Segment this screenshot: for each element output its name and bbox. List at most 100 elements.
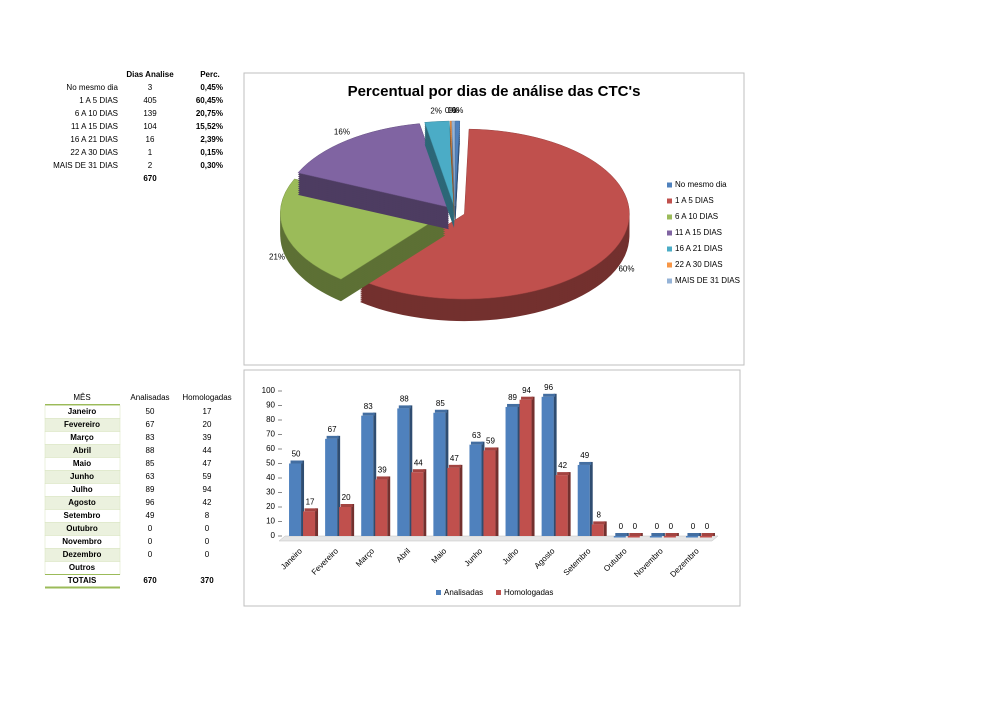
bar	[289, 463, 302, 536]
table-header: MÊS	[73, 393, 90, 402]
y-tick-label: 40	[266, 473, 275, 482]
total: 670	[143, 576, 157, 585]
cell: 1	[148, 148, 153, 157]
row-label: MAIS DE 31 DIAS	[53, 161, 118, 170]
cell: 83	[146, 433, 155, 442]
row-label: Julho	[71, 485, 92, 494]
bar-top	[362, 412, 375, 416]
bar-top	[521, 396, 534, 400]
row-label: Janeiro	[68, 407, 97, 416]
bar-top	[701, 533, 714, 536]
bar-top	[651, 533, 664, 536]
bar	[339, 507, 352, 536]
bar-top	[665, 533, 678, 536]
row-label: Novembro	[62, 537, 102, 546]
cell: 405	[143, 96, 157, 105]
data-label: 88	[400, 395, 409, 404]
cell: 0,30%	[200, 161, 223, 170]
data-label: 21%	[269, 253, 285, 262]
bar-side	[423, 469, 427, 536]
data-label: 44	[414, 458, 423, 467]
bar	[483, 450, 496, 536]
data-label: 63	[472, 431, 481, 440]
bar	[663, 536, 676, 538]
cell: 96	[146, 498, 155, 507]
cell: 2	[148, 161, 153, 170]
data-label: 16%	[334, 128, 350, 137]
data-label: 20	[342, 493, 351, 502]
y-tick-label: 100	[262, 386, 276, 395]
slice	[424, 120, 455, 207]
bar	[469, 444, 482, 536]
cell: 67	[146, 420, 155, 429]
data-label: 0	[633, 522, 638, 531]
slice-side	[450, 131, 455, 217]
bar	[627, 536, 640, 538]
y-tick-label: 70	[266, 430, 275, 439]
cell: 139	[143, 109, 157, 118]
bar-top	[326, 435, 339, 439]
row-label: Fevereiro	[64, 420, 100, 429]
data-label: 2%	[430, 107, 442, 116]
row-label: No mesmo dia	[66, 83, 118, 92]
data-label: 47	[450, 454, 459, 463]
cell: 20,75%	[196, 109, 223, 118]
bar-side	[495, 447, 499, 536]
legend-label: 22 A 30 DIAS	[675, 260, 723, 269]
bar	[699, 536, 712, 538]
data-label: 59	[486, 437, 495, 446]
data-label: 1%	[447, 106, 459, 115]
bar-top	[434, 409, 447, 413]
table-header: Dias Analise	[126, 70, 174, 79]
bar-side	[517, 403, 521, 536]
row-label: 1 A 5 DIAS	[79, 96, 118, 105]
table-header: Homologadas	[182, 393, 231, 402]
legend-label: 6 A 10 DIAS	[675, 212, 718, 221]
legend-label: Analisadas	[444, 588, 483, 597]
bar-top	[340, 504, 353, 507]
cell: 44	[203, 446, 212, 455]
data-label: 17	[306, 497, 315, 506]
bar-top	[304, 508, 317, 512]
cell: 85	[146, 459, 155, 468]
cell: 59	[203, 472, 212, 481]
legend-swatch	[496, 590, 501, 595]
slice	[451, 120, 456, 207]
legend-label: 11 A 15 DIAS	[675, 228, 722, 237]
data-label: 0%	[452, 106, 464, 115]
bar	[505, 406, 518, 536]
cell: 8	[205, 511, 210, 520]
cell: 0	[148, 550, 153, 559]
data-label: 96	[544, 383, 553, 392]
cell: 88	[146, 446, 155, 455]
data-label: 0	[669, 522, 674, 531]
row-label: Maio	[73, 459, 91, 468]
slice-side	[450, 141, 455, 227]
legend-label: 1 A 5 DIAS	[675, 196, 714, 205]
data-label: 39	[378, 466, 387, 475]
bar-top	[484, 447, 497, 451]
table-header: Analisadas	[130, 393, 169, 402]
row-label: Abril	[73, 446, 91, 455]
bar-side	[315, 508, 319, 536]
bar-top	[470, 441, 483, 445]
slice-side	[450, 139, 455, 225]
y-tick-label: 30	[266, 488, 275, 497]
total: 670	[143, 174, 157, 183]
cell: 60,45%	[196, 96, 223, 105]
cell: 0	[205, 524, 210, 533]
slice	[359, 128, 630, 300]
data-label: 8	[596, 511, 601, 520]
bar-side	[531, 396, 535, 536]
row-label: Dezembro	[63, 550, 102, 559]
row-label: Agosto	[68, 498, 96, 507]
data-label: 0	[619, 522, 624, 531]
legend-label: MAIS DE 31 DIAS	[675, 276, 740, 285]
cell: 20	[203, 420, 212, 429]
y-tick-label: 20	[266, 502, 275, 511]
bar-top	[398, 405, 411, 409]
bar	[325, 438, 338, 536]
data-label: 67	[328, 425, 337, 434]
legend-swatch	[667, 214, 672, 220]
table-header: Perc.	[200, 70, 220, 79]
